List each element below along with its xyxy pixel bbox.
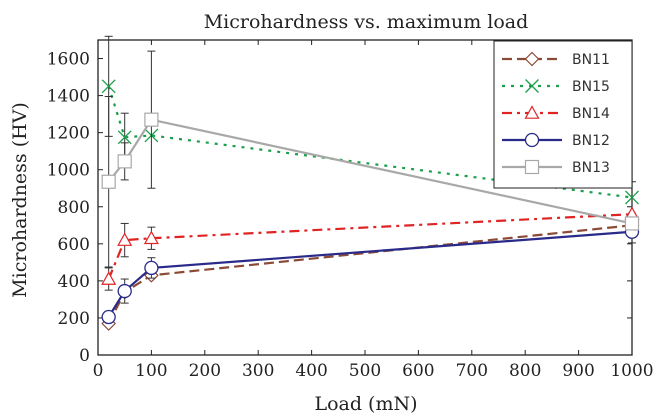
point-bn12 [144,260,159,276]
y-tick-label: 0 [79,346,90,366]
point-bn15 [101,79,116,94]
point-bn15 [117,130,132,145]
series-line-bn11 [107,224,633,324]
x-tick-label: 400 [295,361,327,381]
legend-label-bn12: BN12 [572,133,610,149]
marker-stroke [117,130,132,145]
marker-stroke [525,79,539,93]
series-bn13 [101,50,640,268]
series-bn14 [101,206,640,291]
point-bn13 [101,174,116,189]
chart-title: Microhardness vs. maximum load [204,11,529,33]
legend-item-bn12: BN12 [502,132,610,149]
axes: 0 100 200 300 400 500 600 700 800 900 1000 0 200 400 6… [47,39,654,381]
legend-item-bn14: BN14 [502,105,610,122]
y-tick-label: 1600 [47,50,90,70]
point-bn14 [143,230,159,245]
legend-marker-bn12 [524,132,540,148]
legend: BN11 BN15 BN14 BN12 BN13 [493,40,633,189]
x-tick-label: 600 [402,361,434,381]
point-bn12 [117,283,132,299]
y-tick-label: 1400 [47,87,90,107]
legend-label-bn15: BN15 [572,79,610,95]
x-tick-label: 0 [93,361,104,381]
legend-label-bn14: BN14 [572,106,610,122]
x-axis-label: Load (mN) [314,393,417,415]
series-line-bn14 [107,213,633,280]
legend-label-bn11: BN11 [572,52,610,68]
x-tick-label: 100 [135,361,167,381]
series-bn11 [101,217,640,331]
point-bn15 [625,190,639,205]
series-layer [101,35,640,331]
point-bn13 [117,154,132,169]
legend-marker-bn11 [524,51,540,67]
legend-item-bn13: BN13 [502,159,610,176]
legend-item-bn15: BN15 [502,79,610,95]
x-tick-label: 700 [456,361,488,381]
series-line-bn13 [107,118,633,225]
legend-box [493,40,633,189]
legend-item-bn11: BN11 [502,51,610,68]
y-tick-label: 400 [58,272,90,292]
legend-label-bn13: BN13 [572,160,610,176]
legend-marker-bn14 [524,105,540,119]
marker-stroke [625,190,639,205]
y-tick-label: 200 [58,309,90,329]
y-tick-label: 1000 [47,161,90,181]
point-bn13 [144,112,159,127]
x-tick-label: 1000 [610,361,653,381]
marker-stroke [101,79,116,94]
point-bn12 [101,309,116,325]
y-axis-label: Microhardness (HV) [9,102,31,298]
x-tick-label: 800 [509,361,541,381]
point-bn14 [117,232,133,246]
point-bn13 [624,216,640,231]
y-tick-label: 600 [58,235,90,255]
series-line-bn12 [107,230,633,318]
x-tick-label: 500 [349,361,381,381]
y-tick-label: 800 [58,198,90,218]
point-bn14 [101,271,117,285]
x-tick-label: 300 [242,361,274,381]
y-tick-label: 1200 [47,124,90,144]
legend-marker-bn15 [525,79,539,93]
x-tick-label: 200 [189,361,221,381]
legend-marker-bn13 [524,159,540,175]
x-tick-label: 900 [562,361,594,381]
